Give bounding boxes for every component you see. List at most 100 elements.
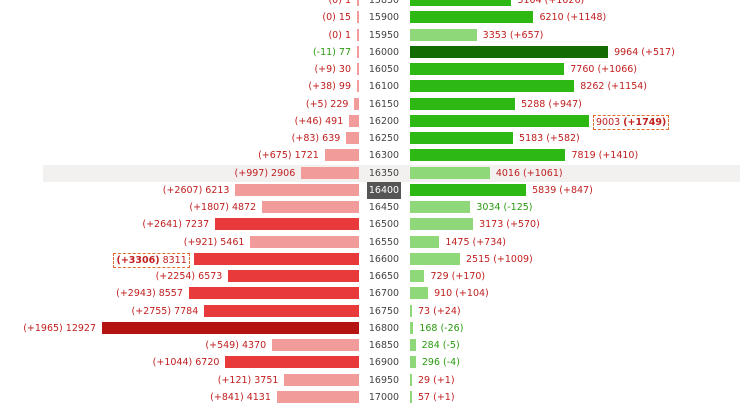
ce-bar[interactable] — [410, 373, 412, 386]
pe-bar[interactable] — [272, 339, 359, 351]
pe-label: (+5) 229 — [305, 98, 349, 110]
ce-bar[interactable] — [410, 11, 534, 24]
strike-label: 16750 — [368, 305, 400, 317]
ce-bar[interactable] — [410, 183, 527, 196]
strike-label: 16000 — [368, 46, 400, 58]
ce-label: 73 (+24) — [418, 305, 461, 317]
pe-bar[interactable] — [188, 287, 359, 300]
pe-bar[interactable] — [250, 235, 359, 248]
pe-bar[interactable] — [357, 28, 359, 41]
ce-bar[interactable] — [410, 149, 566, 162]
pe-bar[interactable] — [357, 11, 359, 24]
ce-label: 6210 (+1148) — [539, 12, 607, 24]
ce-bar[interactable] — [410, 63, 565, 75]
ce-label: 7760 (+1066) — [570, 64, 638, 75]
pe-bar[interactable] — [346, 132, 359, 144]
pe-bar[interactable] — [357, 80, 359, 93]
pe-label: (+3306) 8311 — [113, 252, 190, 268]
pe-bar[interactable] — [284, 373, 359, 386]
pe-label: (+921) 5461 — [183, 236, 245, 248]
pe-bar[interactable] — [301, 166, 359, 179]
strike-row: (+121) 3751 16950 29 (+1) — [0, 372, 740, 389]
ce-bar[interactable] — [410, 390, 412, 403]
pe-label: (0) 15 — [322, 12, 351, 24]
pe-label: (+1965) 12927 — [23, 322, 96, 334]
strike-row: (+1965) 12927 16800 168 (-26) — [0, 320, 740, 337]
strike-row: (+675) 1721 16300 7819 (+1410) — [0, 147, 740, 164]
pe-bar[interactable] — [228, 270, 359, 282]
pe-change: (+3306) — [116, 254, 160, 266]
ce-bar[interactable] — [410, 218, 474, 231]
strike-row: (+9) 30 16050 7760 (+1066) — [0, 61, 740, 78]
strike-label: 16200 — [368, 115, 400, 127]
strike-label: 16100 — [368, 81, 400, 93]
strike-label: 16650 — [368, 271, 400, 282]
pe-label: (+38) 99 — [308, 81, 351, 93]
strike-label: 16350 — [368, 167, 400, 179]
pe-label: (+2607) 6213 — [162, 184, 230, 196]
ce-bar[interactable] — [410, 0, 512, 6]
strike-label: 15900 — [368, 12, 400, 24]
ce-label: 3353 (+657) — [482, 29, 544, 41]
ce-bar[interactable] — [410, 97, 516, 110]
pe-bar[interactable] — [349, 114, 359, 127]
ce-bar[interactable] — [410, 235, 440, 248]
strike-label: 16050 — [368, 64, 400, 75]
ce-label: 168 (-26) — [419, 322, 464, 334]
pe-bar[interactable] — [357, 63, 359, 75]
ce-label: 2515 (+1009) — [466, 253, 533, 265]
ce-bar[interactable] — [410, 321, 414, 334]
pe-bar[interactable] — [357, 45, 359, 58]
strike-row: (0) 1 15950 3353 (+657) — [0, 27, 740, 44]
ce-bar[interactable] — [410, 270, 425, 282]
ce-change: (+1749) — [623, 116, 667, 128]
pe-label: (+1044) 6720 — [152, 357, 220, 369]
ce-bar[interactable] — [410, 304, 412, 317]
ce-bar[interactable] — [410, 28, 477, 41]
pe-bar[interactable] — [357, 0, 359, 6]
pe-label: (0) 1 — [328, 29, 351, 41]
strike-row: (-11) 77 16000 9964 (+517) — [0, 44, 740, 61]
pe-bar[interactable] — [204, 304, 359, 317]
strike-row: (0) 15 15900 6210 (+1148) — [0, 9, 740, 26]
strike-label: 16500 — [368, 219, 400, 231]
strike-row: (+549) 4370 16850 284 (-5) — [0, 337, 740, 354]
pe-bar[interactable] — [276, 390, 359, 403]
pe-bar[interactable] — [215, 218, 359, 231]
ce-label: 3173 (+570) — [479, 219, 540, 231]
strike-row: (+1044) 6720 16900 296 (-4) — [0, 354, 740, 371]
ce-bar[interactable] — [410, 166, 490, 179]
ce-bar[interactable] — [410, 80, 575, 93]
strike-row: (+38) 99 16100 8262 (+1154) — [0, 78, 740, 95]
strike-row: (+841) 4131 17000 57 (+1) — [0, 389, 740, 406]
ce-bar[interactable] — [410, 45, 609, 58]
pe-bar[interactable] — [262, 201, 359, 213]
pe-bar[interactable] — [193, 252, 359, 265]
strike-row: (+3306) 8311 16600 2515 (+1009) — [0, 251, 740, 268]
strike-label: 16700 — [368, 288, 400, 300]
ce-label: 284 (-5) — [421, 340, 460, 351]
strike-row: (+1807) 4872 16450 3034 (-125) — [0, 199, 740, 216]
ce-bar[interactable] — [410, 114, 589, 127]
ce-bar[interactable] — [410, 252, 460, 265]
ce-bar[interactable] — [410, 132, 514, 144]
strike-label: 16450 — [368, 202, 400, 213]
strike-row: (+2755) 7784 16750 73 (+24) — [0, 303, 740, 320]
ce-bar[interactable] — [410, 287, 429, 300]
pe-bar[interactable] — [235, 183, 359, 196]
strike-label: 16250 — [368, 133, 400, 144]
pe-label: (+2755) 7784 — [131, 305, 199, 317]
strike-label: 16950 — [368, 374, 400, 386]
pe-label: (+46) 491 — [294, 115, 344, 127]
pe-label: (+549) 4370 — [205, 340, 267, 351]
ce-bar[interactable] — [410, 356, 416, 369]
pe-bar[interactable] — [324, 149, 359, 162]
ce-bar[interactable] — [410, 201, 471, 213]
strike-label: 16900 — [368, 357, 400, 369]
pe-bar[interactable] — [225, 356, 359, 369]
pe-bar[interactable] — [354, 97, 359, 110]
pe-bar[interactable] — [102, 321, 359, 334]
ce-bar[interactable] — [410, 339, 416, 351]
pe-label: (+2943) 8557 — [116, 288, 183, 300]
